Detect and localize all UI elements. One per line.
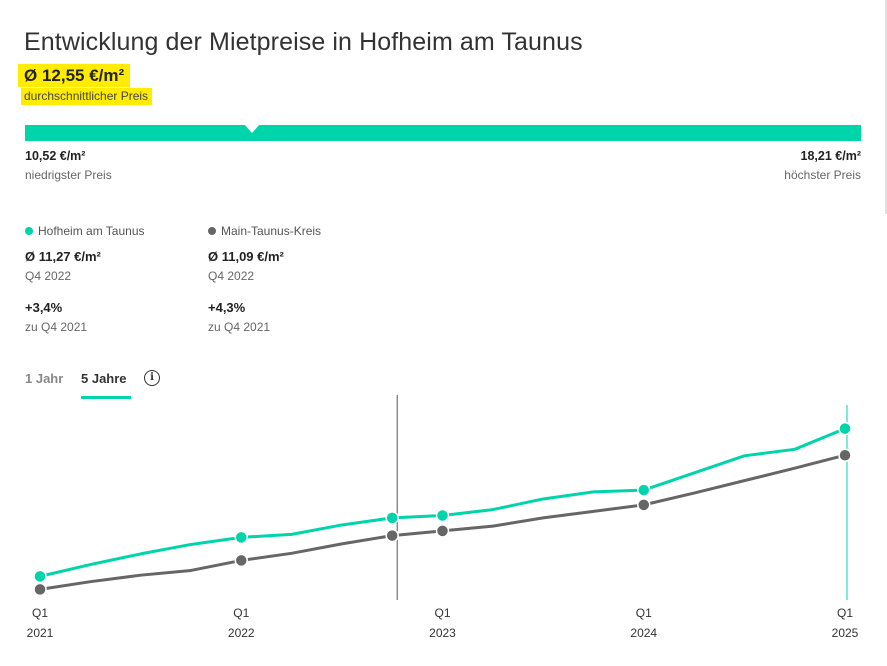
series-period: Q4 2022 — [208, 269, 255, 283]
data-point-0-4 — [234, 530, 248, 545]
series-info-hofheim: Hofheim am Taunus Ø 11,27 €/m² Q4 2022 +… — [25, 224, 145, 334]
data-point-1-16 — [838, 448, 852, 462]
series-line-1 — [39, 453, 846, 591]
series-change: +4,3% — [208, 300, 246, 315]
average-price-box: Ø 12,55 €/m² durchschnittlicher Preis — [18, 64, 153, 105]
x-tick-year: 2023 — [429, 626, 456, 640]
average-price-marker — [244, 124, 260, 133]
series-change-ref: zu Q4 2021 — [25, 320, 88, 334]
data-point-0-12 — [637, 483, 651, 497]
min-price-label: niedrigster Preis — [25, 168, 112, 182]
legend-label: Hofheim am Taunus — [38, 224, 145, 238]
tab-1-jahr[interactable]: 1 Jahr — [25, 371, 64, 386]
average-price-value: Ø 12,55 €/m² — [18, 64, 131, 87]
price-range-bar — [25, 125, 861, 141]
legend-label: Main-Taunus-Kreis — [221, 224, 322, 238]
series-value: Ø 11,27 €/m² — [25, 249, 101, 264]
data-point-1-7 — [385, 528, 399, 543]
x-tick-quarter: Q1 — [233, 606, 249, 620]
scrollbar-track — [885, 0, 887, 214]
page-title: Entwicklung der Mietpreise in Hofheim am… — [24, 28, 583, 56]
legend-dot-icon — [208, 227, 216, 235]
legend-dot-icon — [25, 227, 33, 235]
max-price: 18,21 €/m² höchster Preis — [784, 149, 861, 182]
data-point-0-0 — [33, 569, 47, 584]
series-line-0 — [39, 427, 846, 578]
min-price: 10,52 €/m² niedrigster Preis — [25, 149, 112, 182]
data-point-1-8 — [435, 524, 450, 538]
average-price-label: durchschnittlicher Preis — [21, 88, 153, 105]
legend-item-main-taunus: Main-Taunus-Kreis — [208, 224, 321, 238]
x-tick-quarter: Q1 — [434, 606, 450, 620]
max-price-label: höchster Preis — [784, 168, 861, 182]
data-point-1-12 — [637, 498, 651, 512]
min-price-value: 10,52 €/m² — [25, 149, 86, 163]
series-change-ref: zu Q4 2021 — [208, 320, 271, 334]
data-point-1-0 — [33, 582, 47, 597]
legend-item-hofheim: Hofheim am Taunus — [25, 224, 145, 238]
data-point-0-8 — [435, 508, 450, 523]
series-info-main-taunus: Main-Taunus-Kreis Ø 11,09 €/m² Q4 2022 +… — [208, 224, 321, 334]
x-tick-quarter: Q1 — [32, 606, 48, 620]
x-tick-year: 2025 — [832, 626, 859, 640]
active-tab-indicator — [81, 396, 131, 399]
rent-price-chart: Q1 2021 Q1 2022 Q1 2023 Q1 2024 Q1 2025 — [27, 395, 859, 640]
series-change: +3,4% — [25, 300, 63, 315]
x-tick-quarter: Q1 — [636, 606, 652, 620]
x-tick-year: 2021 — [27, 626, 54, 640]
data-point-0-7 — [385, 511, 399, 525]
series-value: Ø 11,09 €/m² — [208, 249, 284, 264]
series-period: Q4 2022 — [25, 269, 72, 283]
x-tick-year: 2022 — [228, 626, 255, 640]
x-tick-year: 2024 — [630, 626, 657, 640]
info-icon[interactable]: i — [144, 370, 160, 386]
x-tick-quarter: Q1 — [837, 606, 853, 620]
max-price-value: 18,21 €/m² — [800, 149, 861, 163]
data-point-1-4 — [234, 553, 248, 568]
tab-5-jahre[interactable]: 5 Jahre — [81, 371, 127, 386]
data-point-0-16 — [838, 421, 852, 436]
